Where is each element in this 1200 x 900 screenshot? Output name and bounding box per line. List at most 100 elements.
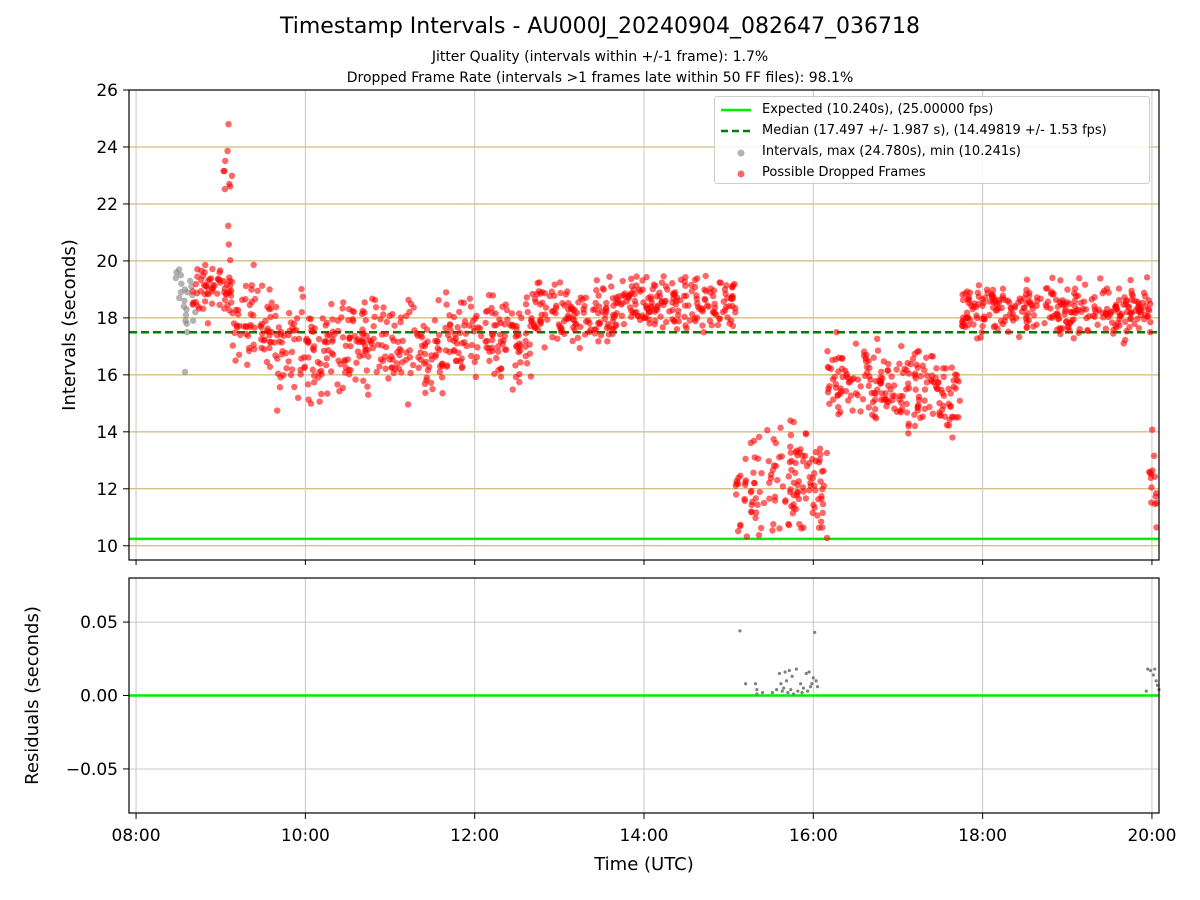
- dropped-frame-point: [468, 341, 476, 349]
- dropped-frame-point: [633, 273, 640, 280]
- dropped-frame-point: [1068, 317, 1076, 325]
- dropped-frame-point: [936, 399, 943, 407]
- interval-point: [184, 328, 191, 336]
- top-ytick-label: 14: [96, 423, 118, 443]
- dropped-frame-point: [878, 368, 885, 376]
- dropped-frame-point: [494, 348, 502, 355]
- dropped-frame-point: [811, 470, 818, 477]
- dropped-frame-point: [705, 303, 712, 310]
- residual-point: [789, 688, 793, 692]
- dropped-frame-point: [785, 473, 792, 480]
- bottom-axis-ticks: −0.05 0.00 0.05 08:00 10:00 12:00 14:00 16:00 18…: [66, 613, 1177, 846]
- bottom-ytick-label: −0.05: [66, 760, 118, 780]
- dropped-frame-point: [1007, 305, 1015, 312]
- dropped-frame-point: [807, 482, 815, 489]
- dropped-frame-point: [693, 292, 700, 299]
- dropped-frame-point: [706, 317, 714, 324]
- dropped-frame-point: [902, 386, 910, 393]
- dropped-frame-point: [203, 282, 210, 290]
- dropped-frame-point: [250, 261, 257, 269]
- dropped-frame-point: [1076, 275, 1083, 282]
- dropped-frame-point: [458, 364, 466, 372]
- residual-point: [755, 692, 759, 696]
- dropped-frame-point: [636, 288, 644, 295]
- dropped-frame-point: [1116, 296, 1123, 304]
- dropped-frame-point: [949, 413, 957, 421]
- residual-point: [801, 686, 806, 690]
- dropped-frame-point: [1135, 324, 1143, 332]
- dropped-frame-point: [275, 324, 283, 331]
- dropped-frame-point: [602, 311, 609, 318]
- dropped-frame-point: [323, 355, 331, 362]
- dropped-frame-point: [424, 338, 431, 345]
- dropped-frame-point: [994, 305, 1002, 312]
- dropped-frame-point: [1077, 299, 1085, 307]
- dropped-frame-point: [378, 331, 386, 338]
- dropped-frame-point: [501, 346, 509, 353]
- dropped-frame-point: [575, 299, 582, 306]
- dropped-frame-point: [513, 325, 520, 333]
- dropped-frame-point: [380, 304, 387, 311]
- dropped-frame-point: [307, 400, 315, 407]
- dropped-frame-point: [421, 360, 428, 367]
- top-ytick-label: 24: [96, 138, 118, 158]
- dropped-frame-point: [1115, 285, 1123, 292]
- dropped-frame-point: [1103, 305, 1111, 313]
- dropped-frame-point: [686, 317, 694, 324]
- dropped-frame-point: [568, 305, 575, 312]
- dropped-frame-point: [824, 363, 832, 371]
- dropped-frame-point: [513, 343, 520, 350]
- dropped-frame-point: [225, 222, 232, 230]
- dropped-frame-point: [884, 367, 892, 374]
- dropped-frame-point: [360, 377, 367, 385]
- dropped-frame-point: [1097, 275, 1104, 282]
- dropped-frame-point: [868, 389, 875, 397]
- dropped-frame-point: [361, 299, 368, 306]
- dropped-frame-point: [710, 287, 718, 294]
- dropped-frame-point: [734, 527, 742, 535]
- dropped-frame-point: [757, 524, 765, 532]
- dropped-frame-point: [802, 495, 810, 502]
- dropped-frame-point: [225, 120, 232, 128]
- dropped-frame-point: [298, 355, 305, 362]
- residual-point: [760, 690, 765, 695]
- dropped-frame-point: [800, 488, 807, 495]
- interval-point: [175, 266, 183, 273]
- dropped-frame-point: [257, 322, 264, 329]
- residual-point: [1151, 673, 1155, 677]
- dropped-frame-point: [417, 332, 425, 339]
- dropped-frame-point: [815, 459, 823, 466]
- bottom-ytick-label: 0.00: [80, 687, 118, 707]
- dropped-frame-point: [921, 397, 928, 404]
- dropped-frame-point: [436, 363, 444, 370]
- dropped-frame-point: [528, 315, 535, 322]
- dropped-frame-point: [220, 167, 227, 175]
- legend: Expected (10.240s), (25.00000 fps) Media…: [714, 96, 1150, 184]
- residual-point: [807, 670, 811, 674]
- dropped-frame-point: [817, 518, 825, 525]
- dropped-frame-point: [999, 285, 1007, 292]
- dropped-frame-point: [329, 316, 336, 323]
- dropped-frame-point: [865, 404, 873, 411]
- residual-point: [794, 667, 798, 671]
- residual-point: [810, 682, 814, 686]
- dropped-frame-point: [415, 364, 422, 371]
- dropped-frame-point: [835, 410, 842, 418]
- dropped-frame-point: [216, 279, 224, 286]
- dropped-frame-point: [625, 293, 632, 300]
- dropped-frame-point: [397, 314, 405, 321]
- dropped-frame-point: [661, 298, 668, 306]
- dropped-frame-point: [482, 308, 490, 315]
- residual-point: [1144, 689, 1148, 693]
- dropped-frame-point: [645, 309, 652, 316]
- dropped-frame-point: [1022, 291, 1030, 298]
- dropped-frame-point: [973, 312, 980, 319]
- dropped-frame-point: [315, 335, 323, 343]
- dropped-frame-point: [352, 376, 359, 383]
- dropped-frame-point: [338, 314, 345, 321]
- dropped-frame-point: [1033, 294, 1041, 301]
- interval-point: [189, 317, 197, 324]
- residual-point: [808, 685, 813, 689]
- dropped-frame-point: [319, 315, 326, 322]
- dropped-frame-point: [898, 342, 905, 350]
